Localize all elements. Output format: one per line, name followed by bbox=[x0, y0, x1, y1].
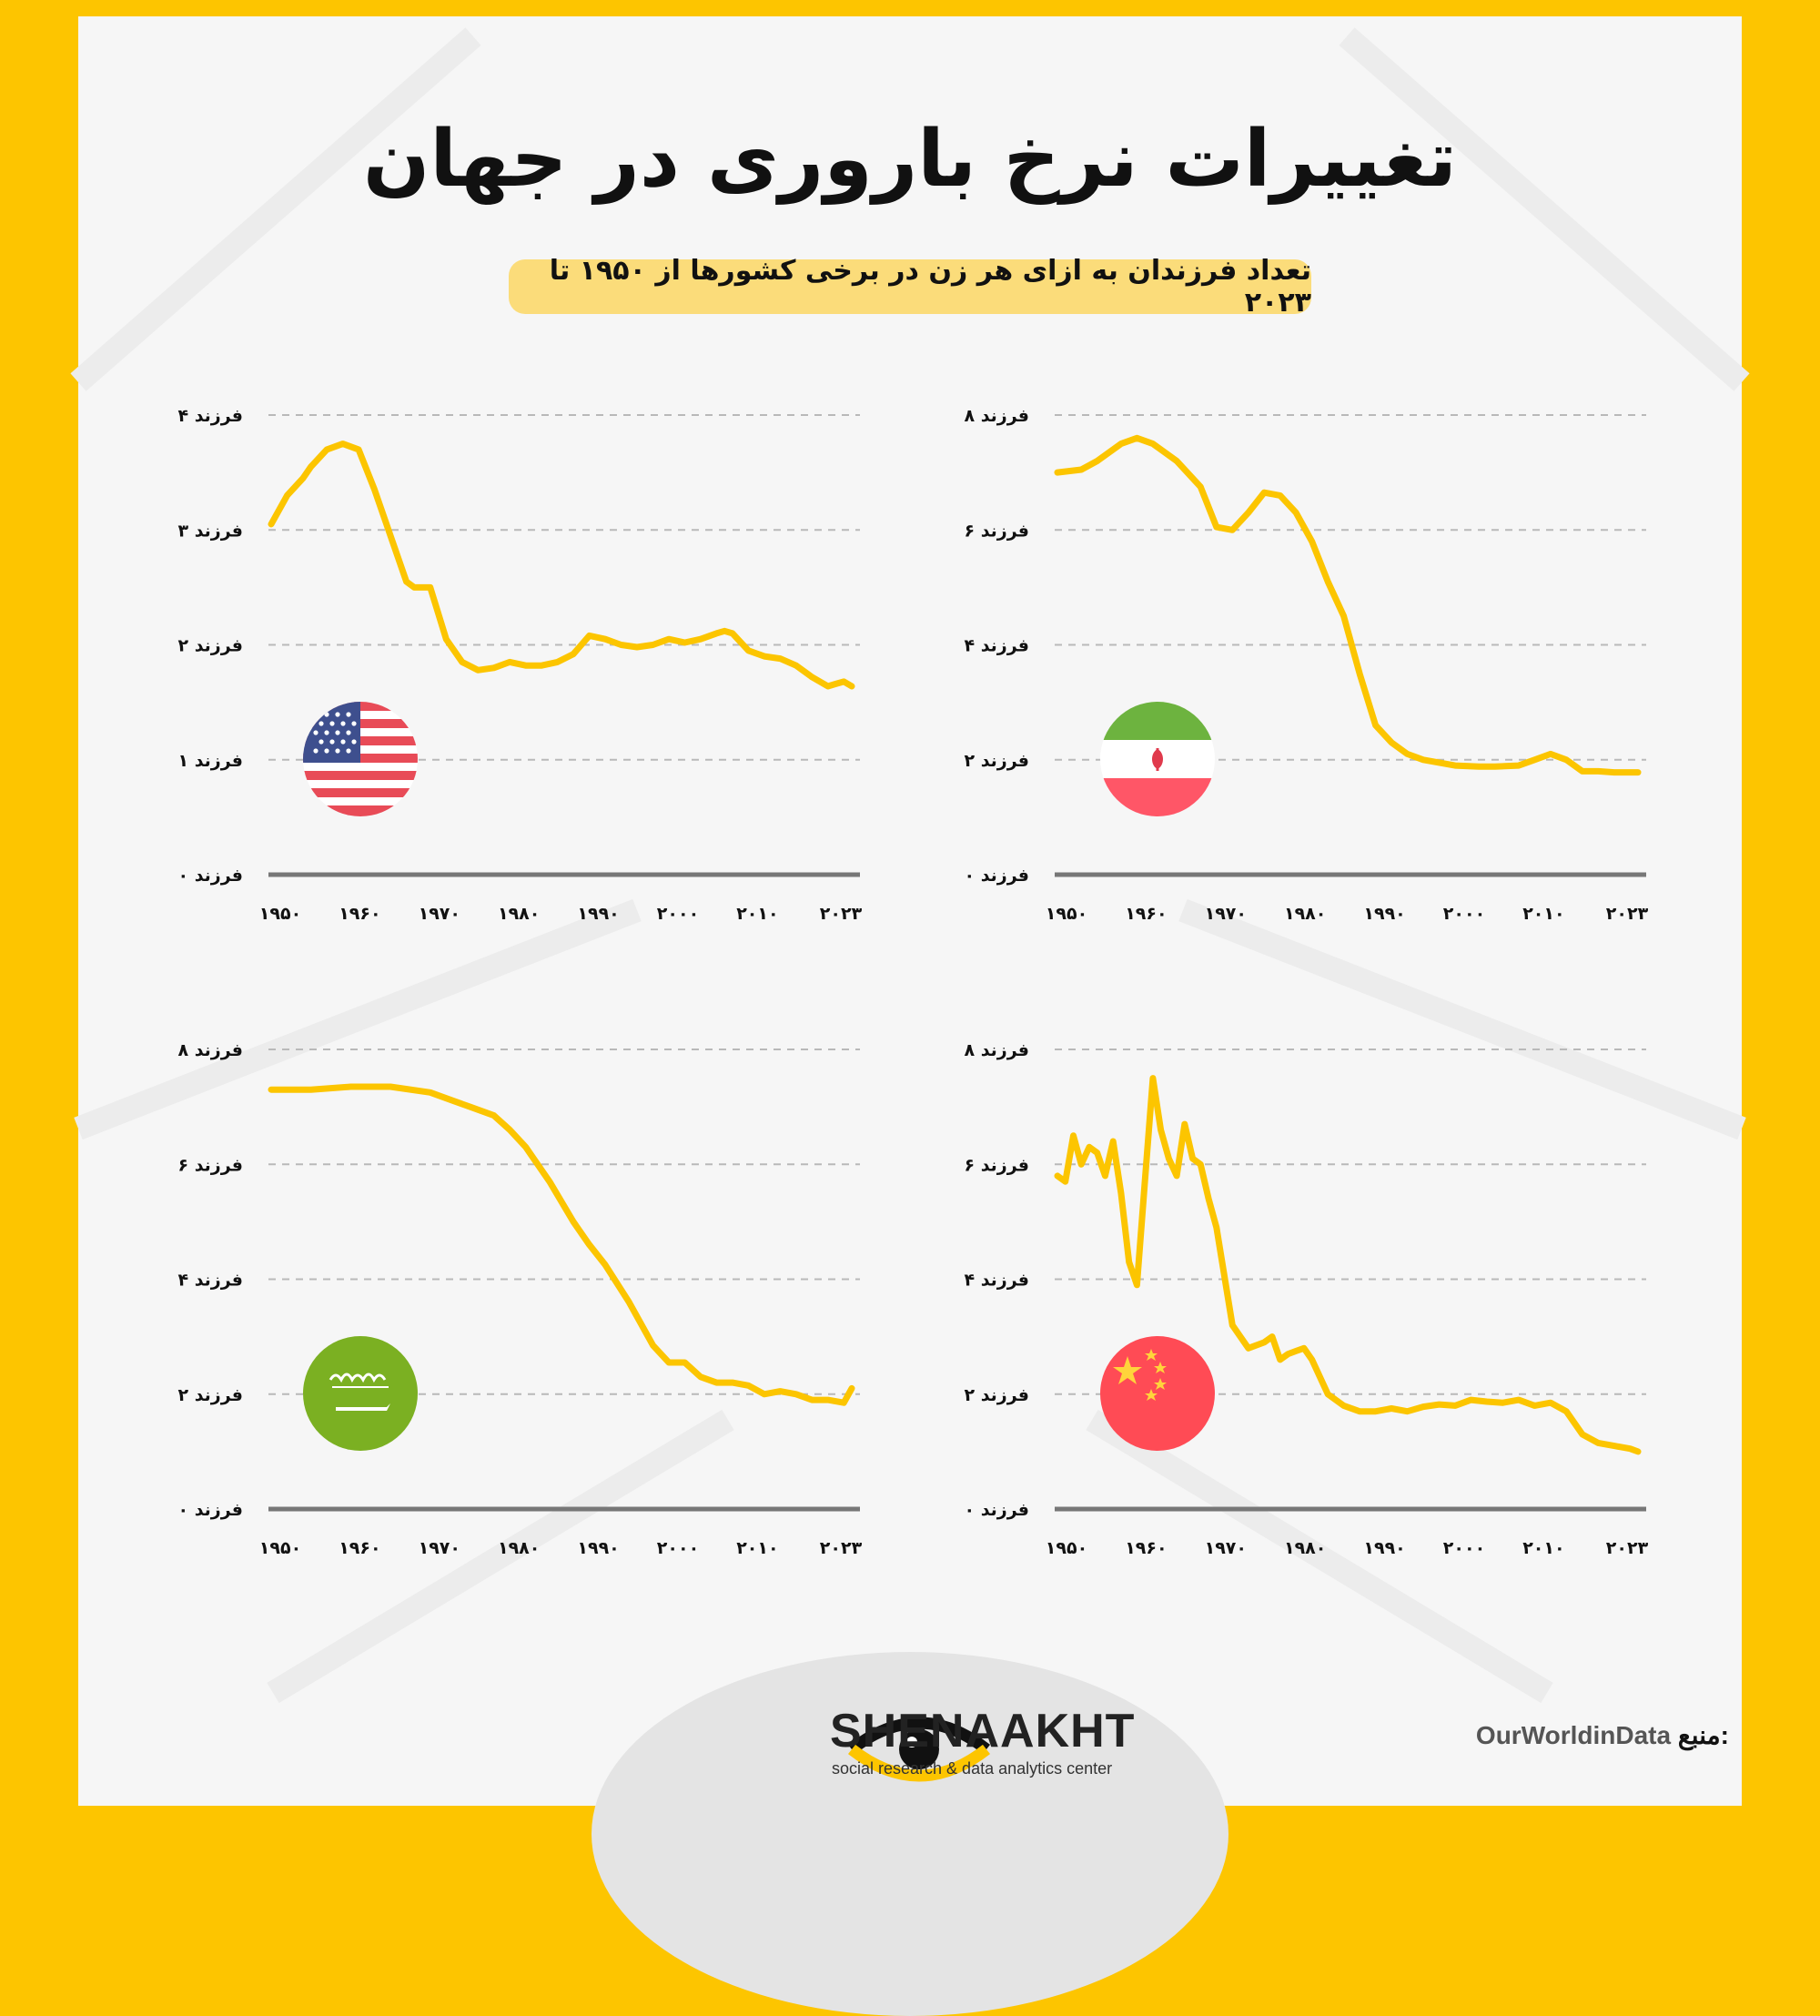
chart-usa: ۰ فرزند ۱ فرزند ۲ فرزند ۳ فرزند ۴ فرزند ۱۹۵۰ ۱… bbox=[177, 406, 862, 924]
y-tick-label: ۰ فرزند bbox=[964, 1500, 1029, 1520]
chart-panel-iran: ۰ فرزند ۲ فرزند ۴ فرزند ۶ فرزند ۸ فرزند ۱۹۵۰ ۱… bbox=[950, 391, 1660, 924]
x-tick-label: ۱۹۷۰ bbox=[1205, 1538, 1247, 1558]
y-tick-label: ۶ فرزند bbox=[177, 1155, 243, 1175]
fertility-series-line bbox=[268, 441, 855, 690]
x-tick-label: ۱۹۵۰ bbox=[259, 904, 301, 924]
page-subtitle: تعداد فرزندان به ازای هر زن در برخی کشور… bbox=[509, 255, 1311, 319]
y-tick-label: ۴ فرزند bbox=[177, 1271, 243, 1291]
y-tick-label: ۶ فرزند bbox=[964, 521, 1029, 541]
x-tick-label: ۱۹۸۰ bbox=[1284, 1538, 1326, 1558]
x-tick-label: ۲۰۰۰ bbox=[657, 904, 699, 924]
y-tick-label: ۲ فرزند bbox=[964, 1385, 1029, 1405]
source-credit: OurWorldinData منبع: bbox=[1476, 1720, 1729, 1750]
x-tick-label: ۱۹۷۰ bbox=[419, 904, 460, 924]
x-tick-label: ۱۹۶۰ bbox=[339, 904, 380, 924]
brand-name: SHENAAKHT bbox=[830, 1705, 1136, 1758]
x-tick-label: ۱۹۹۰ bbox=[577, 1538, 619, 1558]
x-tick-label: ۱۹۵۰ bbox=[1046, 904, 1087, 924]
y-tick-label: ۸ فرزند bbox=[964, 406, 1029, 426]
chart-china: ۰ فرزند ۲ فرزند ۴ فرزند ۶ فرزند ۸ فرزند ۱۹۵۰ ۱… bbox=[964, 1040, 1648, 1558]
x-tick-label: ۱۹۶۰ bbox=[339, 1538, 380, 1558]
y-tick-label: ۲ فرزند bbox=[177, 1385, 243, 1405]
x-tick-label: ۲۰۲۳ bbox=[1606, 1538, 1649, 1558]
y-tick-label: ۴ فرزند bbox=[964, 636, 1029, 656]
x-tick-label: ۲۰۲۳ bbox=[820, 1538, 863, 1558]
x-tick-label: ۱۹۷۰ bbox=[1205, 904, 1247, 924]
chart-iran: ۰ فرزند ۲ فرزند ۴ فرزند ۶ فرزند ۸ فرزند ۱۹۵۰ ۱… bbox=[964, 406, 1648, 924]
x-tick-label: ۱۹۹۰ bbox=[1363, 904, 1405, 924]
x-tick-label: ۱۹۶۰ bbox=[1125, 1538, 1167, 1558]
fertility-series-line bbox=[1054, 434, 1642, 776]
y-tick-label: ۱ فرزند bbox=[177, 751, 243, 771]
y-tick-label: ۶ فرزند bbox=[964, 1155, 1029, 1175]
y-tick-label: ۸ فرزند bbox=[964, 1040, 1029, 1060]
x-tick-label: ۲۰۱۰ bbox=[736, 1538, 778, 1558]
x-tick-label: ۱۹۹۰ bbox=[577, 904, 619, 924]
iran-flag-icon bbox=[1100, 702, 1215, 816]
x-tick-label: ۲۰۰۰ bbox=[1443, 1538, 1485, 1558]
x-tick-label: ۱۹۹۰ bbox=[1363, 1538, 1405, 1558]
x-tick-label: ۱۹۸۰ bbox=[1284, 904, 1326, 924]
page-title: تغییرات نرخ باروری در جهان bbox=[363, 114, 1457, 205]
chart-saudi-arabia: ۰ فرزند ۲ فرزند ۴ فرزند ۶ فرزند ۸ فرزند ۱۹۵۰ ۱… bbox=[177, 1040, 862, 1558]
y-tick-label: ۸ فرزند bbox=[177, 1040, 243, 1060]
y-tick-label: ۰ فرزند bbox=[177, 1500, 243, 1520]
y-tick-label: ۰ فرزند bbox=[177, 866, 243, 886]
y-tick-label: ۳ فرزند bbox=[177, 521, 243, 541]
saudi-arabia-flag-icon bbox=[303, 1336, 418, 1451]
y-tick-label: ۲ فرزند bbox=[177, 636, 243, 656]
united-states-flag-icon bbox=[303, 702, 418, 816]
x-tick-label: ۱۹۸۰ bbox=[498, 1538, 540, 1558]
y-tick-label: ۴ فرزند bbox=[964, 1271, 1029, 1291]
x-tick-label: ۲۰۱۰ bbox=[1522, 1538, 1564, 1558]
x-tick-label: ۲۰۲۳ bbox=[1606, 904, 1649, 924]
x-tick-label: ۱۹۷۰ bbox=[419, 1538, 460, 1558]
fertility-series-line bbox=[268, 1083, 855, 1406]
y-tick-label: ۴ فرزند bbox=[177, 406, 243, 426]
china-flag-icon bbox=[1100, 1336, 1215, 1451]
source-value: OurWorldinData bbox=[1475, 1721, 1672, 1749]
brand-tagline: social research & data analytics center bbox=[832, 1759, 1113, 1778]
x-tick-label: ۱۹۶۰ bbox=[1125, 904, 1167, 924]
chart-panel-china: ۰ فرزند ۲ فرزند ۴ فرزند ۶ فرزند ۸ فرزند ۱۹۵۰ ۱… bbox=[950, 1026, 1660, 1558]
y-tick-label: ۰ فرزند bbox=[964, 866, 1029, 886]
y-tick-label: ۲ فرزند bbox=[964, 751, 1029, 771]
x-tick-label: ۲۰۰۰ bbox=[1443, 904, 1485, 924]
chart-panel-usa: ۰ فرزند ۱ فرزند ۲ فرزند ۳ فرزند ۴ فرزند ۱۹۵۰ ۱… bbox=[164, 391, 874, 924]
fertility-series-line bbox=[1054, 1075, 1642, 1455]
background-decoration bbox=[70, 27, 1750, 1140]
x-tick-label: ۱۹۸۰ bbox=[498, 904, 540, 924]
x-tick-label: ۲۰۱۰ bbox=[1522, 904, 1564, 924]
chart-panel-saudi-arabia: ۰ فرزند ۲ فرزند ۴ فرزند ۶ فرزند ۸ فرزند ۱۹۵۰ ۱… bbox=[164, 1026, 874, 1558]
shenaakht-logo-icon bbox=[847, 1717, 991, 1782]
x-tick-label: ۲۰۲۳ bbox=[820, 904, 863, 924]
x-tick-label: ۲۰۱۰ bbox=[736, 904, 778, 924]
source-label: منبع: bbox=[1677, 1721, 1729, 1749]
x-tick-label: ۱۹۵۰ bbox=[259, 1538, 301, 1558]
x-tick-label: ۱۹۵۰ bbox=[1046, 1538, 1087, 1558]
x-tick-label: ۲۰۰۰ bbox=[657, 1538, 699, 1558]
